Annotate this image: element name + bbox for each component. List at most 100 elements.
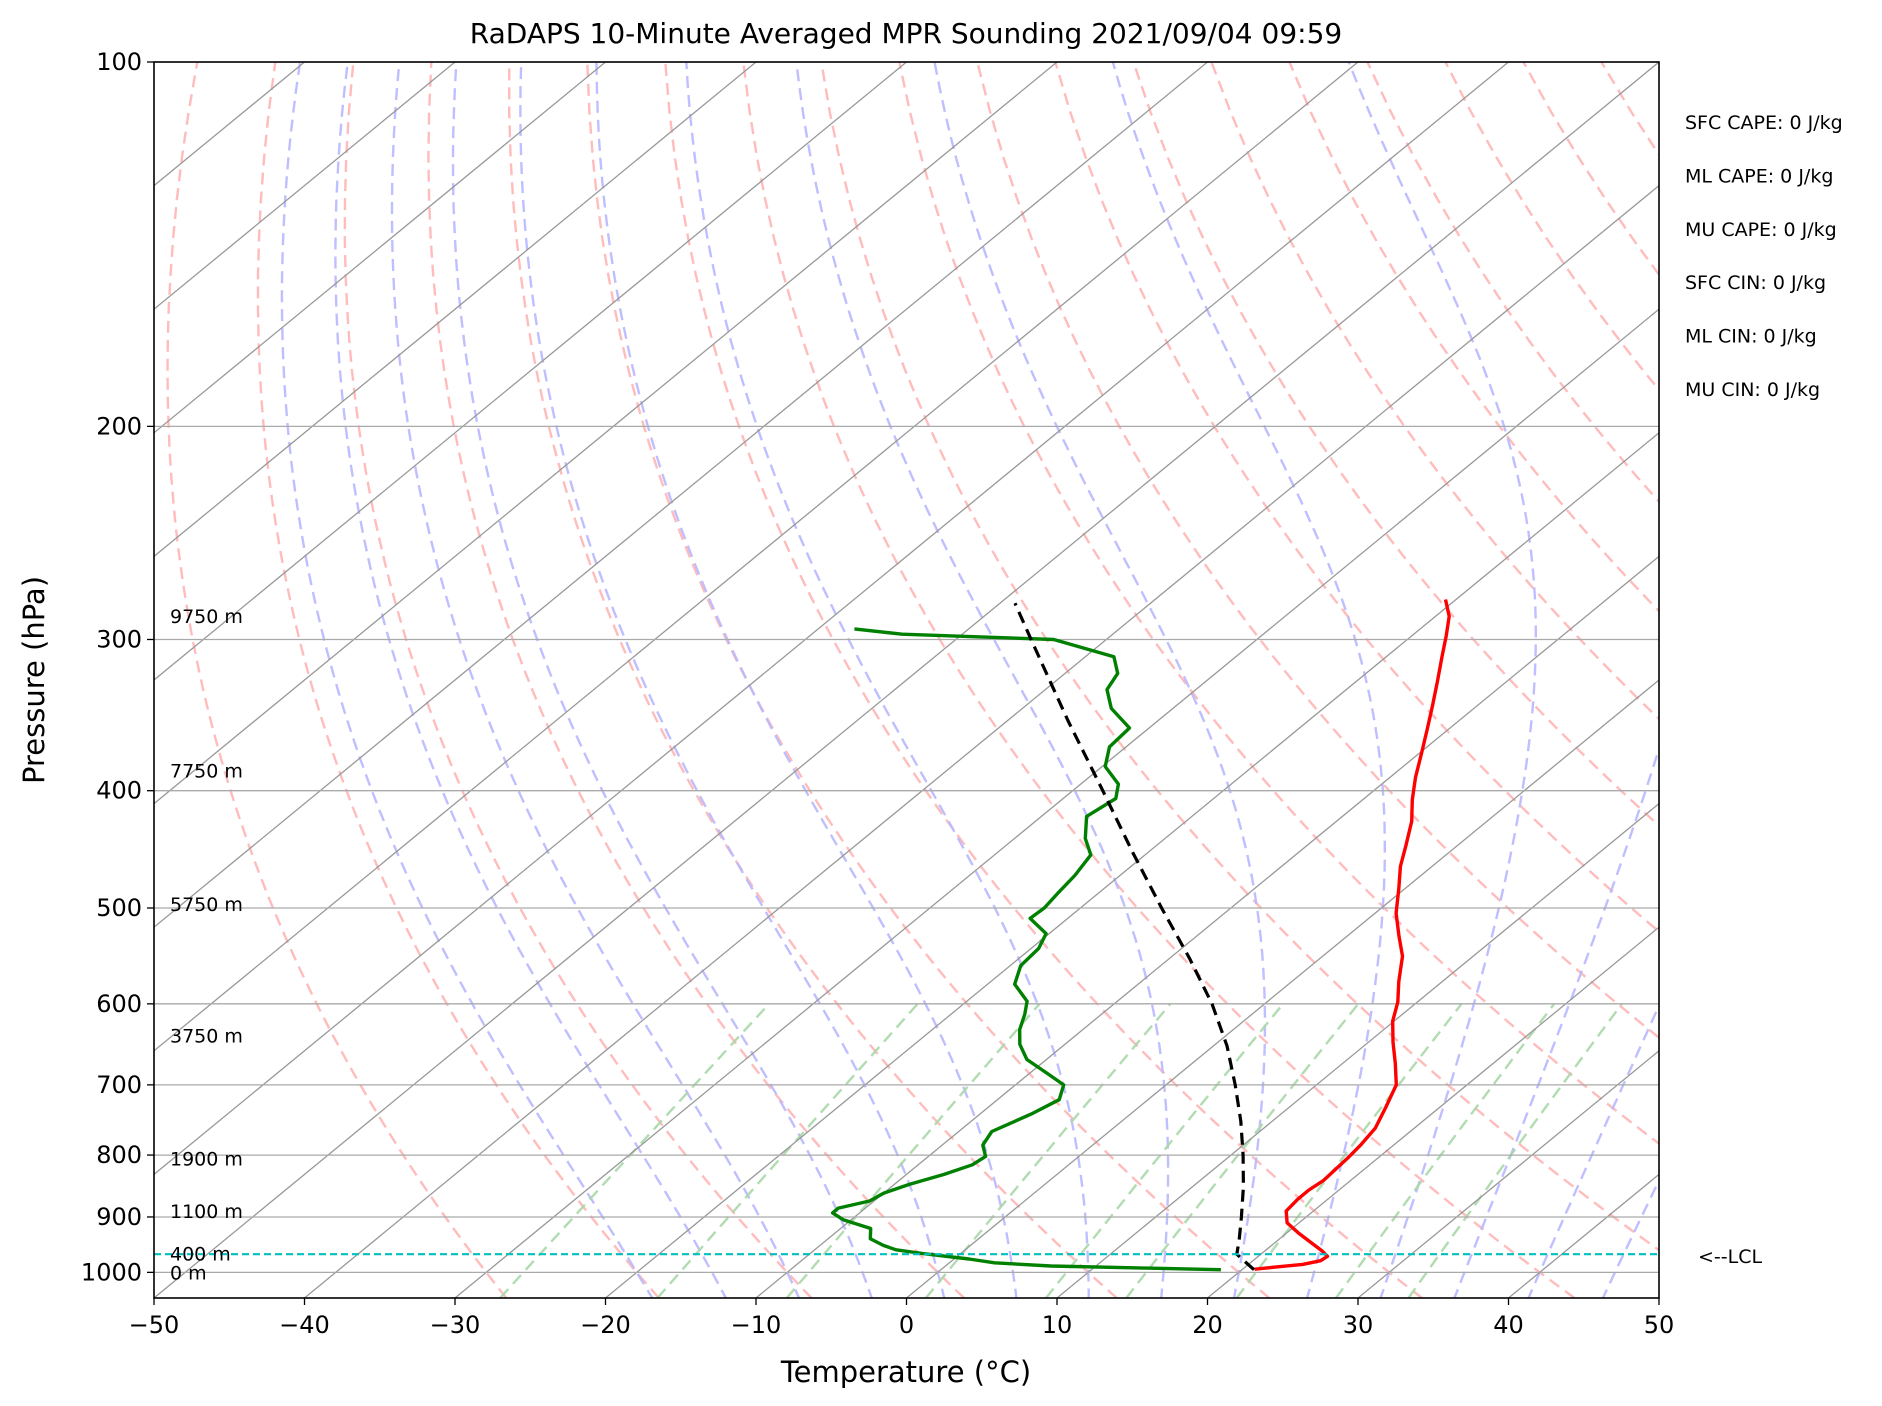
dry-adiabat: [586, 62, 1271, 1298]
stability-index: MU CIN: 0 J/kg: [1685, 379, 1820, 401]
x-tick-label: 0: [899, 1311, 914, 1339]
height-label: 5750 m: [170, 894, 243, 916]
y-tick-label: 1000: [81, 1258, 142, 1286]
moist-adiabat: [1601, 1177, 1659, 1298]
dry-adiabat: [820, 62, 1659, 1252]
y-tick-label: 200: [96, 412, 142, 440]
mixing-ratio-line: [656, 1003, 919, 1298]
isotherm: [1207, 926, 1659, 1298]
dry-adiabat: [1366, 62, 1659, 504]
mixing-ratio-line: [785, 1003, 1041, 1298]
mixing-ratio-line: [1407, 1003, 1623, 1298]
dry-adiabat: [507, 62, 1118, 1298]
x-tick-label: −30: [430, 1311, 481, 1339]
height-label: 0 m: [170, 1262, 207, 1284]
isotherm: [1357, 1049, 1659, 1298]
mixing-ratio-line: [1045, 1003, 1285, 1298]
height-label: 1100 m: [170, 1201, 243, 1223]
x-axis: −50 −40 −30 −20 −10 0 10 20 30 40 50: [129, 1298, 1675, 1339]
stability-index: SFC CIN: 0 J/kg: [1685, 272, 1826, 294]
dry-adiabat: [343, 62, 813, 1298]
x-tick-label: −40: [279, 1311, 330, 1339]
isotherm: [154, 62, 1659, 1298]
y-tick-label: 400: [96, 777, 142, 805]
mixing-ratio-line: [499, 1002, 770, 1298]
moist-adiabat: [1111, 62, 1386, 1298]
isotherm: [154, 62, 907, 681]
y-tick-label: 900: [96, 1203, 142, 1231]
isotherm: [304, 184, 1659, 1298]
x-tick-label: 10: [1042, 1311, 1073, 1339]
dry-adiabat: [898, 62, 1659, 1146]
dry-adiabat: [1522, 62, 1659, 277]
x-axis-label: Temperature (°C): [780, 1355, 1031, 1389]
height-label: 3750 m: [170, 1025, 243, 1047]
temperature-trace: [1254, 599, 1451, 1271]
x-tick-label: −20: [580, 1311, 631, 1339]
dry-adiabat: [976, 62, 1659, 1040]
y-axis-label: Pressure (hPa): [17, 576, 51, 784]
isotherm: [1508, 1173, 1659, 1298]
x-tick-label: 20: [1192, 1311, 1223, 1339]
isotherm: [154, 62, 1359, 1052]
y-tick-label: 800: [96, 1141, 142, 1169]
y-tick-label: 600: [96, 990, 142, 1018]
dry-adiabat: [742, 62, 1576, 1298]
moist-adiabat: [795, 62, 1170, 1298]
dewpoint-trace: [830, 627, 1221, 1272]
moist-adiabat: [280, 62, 654, 1298]
isotherm: [1056, 802, 1659, 1298]
mixing-ratio-line: [1335, 1003, 1556, 1298]
isotherm: [154, 62, 606, 434]
moist-adiabat: [451, 62, 873, 1298]
chart-title: RaDAPS 10-Minute Averaged MPR Sounding 2…: [470, 17, 1342, 50]
isotherm: [154, 62, 1509, 1176]
dry-adiabat: [1288, 62, 1659, 613]
dry-adiabat: [256, 62, 660, 1298]
moist-adiabat: [685, 62, 1090, 1298]
dry-adiabat: [1835, 62, 1882, 1298]
y-tick-label: 700: [96, 1071, 142, 1099]
mixing-ratio-line: [1125, 1003, 1360, 1298]
sounding-traces: [154, 599, 1659, 1272]
x-tick-label: 30: [1343, 1311, 1374, 1339]
moist-adiabat: [1453, 62, 1659, 1298]
stability-index: MU CAPE: 0 J/kg: [1685, 219, 1837, 241]
isotherm: [154, 62, 1058, 805]
height-label: 9750 m: [170, 606, 243, 628]
dry-adiabat: [1600, 62, 1659, 157]
dry-adiabat: [427, 62, 965, 1298]
stability-index: ML CAPE: 0 J/kg: [1685, 165, 1833, 187]
dry-adiabat: [1757, 62, 1882, 1298]
height-label: 1900 m: [170, 1148, 243, 1170]
moist-adiabat: [390, 62, 801, 1298]
y-axis: 100 200 300 400 500 600 700 800 900 1000: [81, 48, 154, 1286]
lcl-label: <--LCL: [1698, 1246, 1762, 1268]
isotherm: [154, 62, 757, 558]
x-tick-label: 40: [1493, 1311, 1524, 1339]
background-lines: [154, 62, 1882, 1298]
moist-adiabat: [933, 62, 1267, 1298]
x-tick-label: −10: [731, 1311, 782, 1339]
dry-adiabat: [1210, 62, 1659, 721]
isotherm: [154, 62, 456, 311]
height-label: 400 m: [170, 1244, 231, 1266]
dry-adiabat: [664, 62, 1423, 1298]
moist-adiabat: [334, 62, 728, 1298]
isotherm: [454, 308, 1659, 1298]
isotherm: [154, 62, 1208, 929]
isotherm: [755, 555, 1659, 1298]
stability-indices: SFC CAPE: 0 J/kg ML CAPE: 0 J/kg MU CAPE: …: [1685, 112, 1843, 401]
y-tick-label: 300: [96, 625, 142, 653]
stability-index: SFC CAPE: 0 J/kg: [1685, 112, 1843, 134]
isotherm: [605, 431, 1659, 1298]
moist-adiabat: [519, 62, 946, 1298]
parcel-trace: [1013, 602, 1256, 1271]
stability-index: ML CIN: 0 J/kg: [1685, 326, 1817, 348]
y-tick-label: 100: [96, 48, 142, 76]
y-tick-label: 500: [96, 894, 142, 922]
x-tick-label: 50: [1644, 1311, 1675, 1339]
isotherm: [906, 679, 1659, 1298]
